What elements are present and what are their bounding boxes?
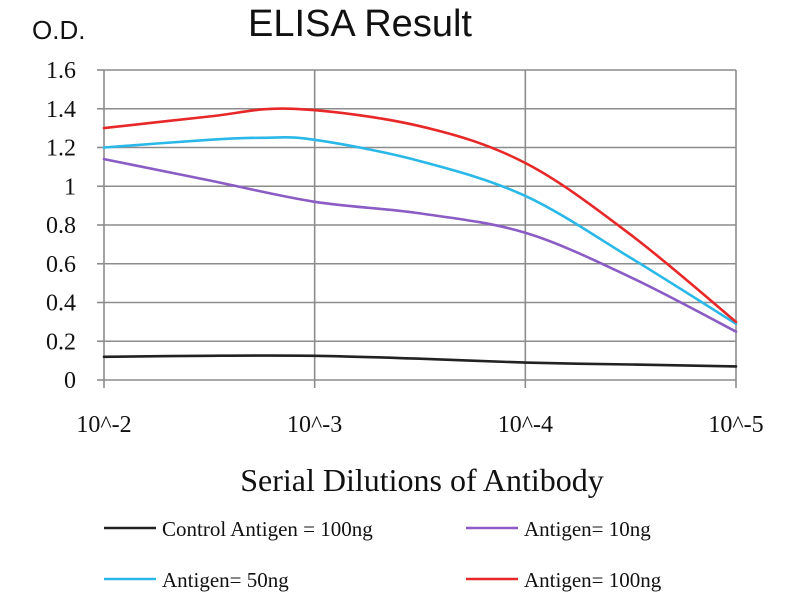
y-axis-label: O.D.: [32, 15, 85, 45]
x-axis-label: Serial Dilutions of Antibody: [240, 462, 604, 498]
y-tick-label: 0.6: [46, 252, 76, 278]
legend-label: Antigen= 50ng: [162, 568, 289, 592]
y-tick-label: 0.2: [46, 329, 76, 355]
y-tick-label: 1: [64, 174, 76, 200]
y-tick-label: 0: [64, 368, 76, 394]
y-tick-label: 1.6: [46, 58, 76, 84]
legend-label: Control Antigen = 100ng: [162, 517, 373, 541]
x-tick-label: 10^-2: [76, 412, 131, 438]
legend-label: Antigen= 10ng: [524, 517, 651, 541]
y-tick-label: 1.4: [46, 97, 76, 123]
legend-label: Antigen= 100ng: [524, 568, 662, 592]
series-line-0: [102, 354, 738, 368]
chart-title: ELISA Result: [248, 3, 472, 45]
series-line-1: [102, 157, 738, 333]
axis-ticks: 0 0.2 0.4 0.6 0.8 1 1.2 1.4 1.6 10^-2 10^-3 10^-4 10…: [46, 58, 764, 438]
x-tick-label: 10^-3: [287, 412, 342, 438]
x-tick-label: 10^-4: [498, 412, 553, 438]
y-tick-label: 0.4: [46, 291, 76, 317]
y-tick-label: 1.2: [46, 136, 76, 162]
y-tick-label: 0.8: [46, 213, 76, 239]
series-line-3: [102, 107, 738, 324]
series-line-2: [102, 136, 738, 326]
x-tick-label: 10^-5: [708, 412, 763, 438]
series-lines: [102, 107, 738, 368]
legend: Control Antigen = 100ng Antigen= 10ng Anti…: [104, 517, 662, 592]
grid: [97, 69, 737, 388]
